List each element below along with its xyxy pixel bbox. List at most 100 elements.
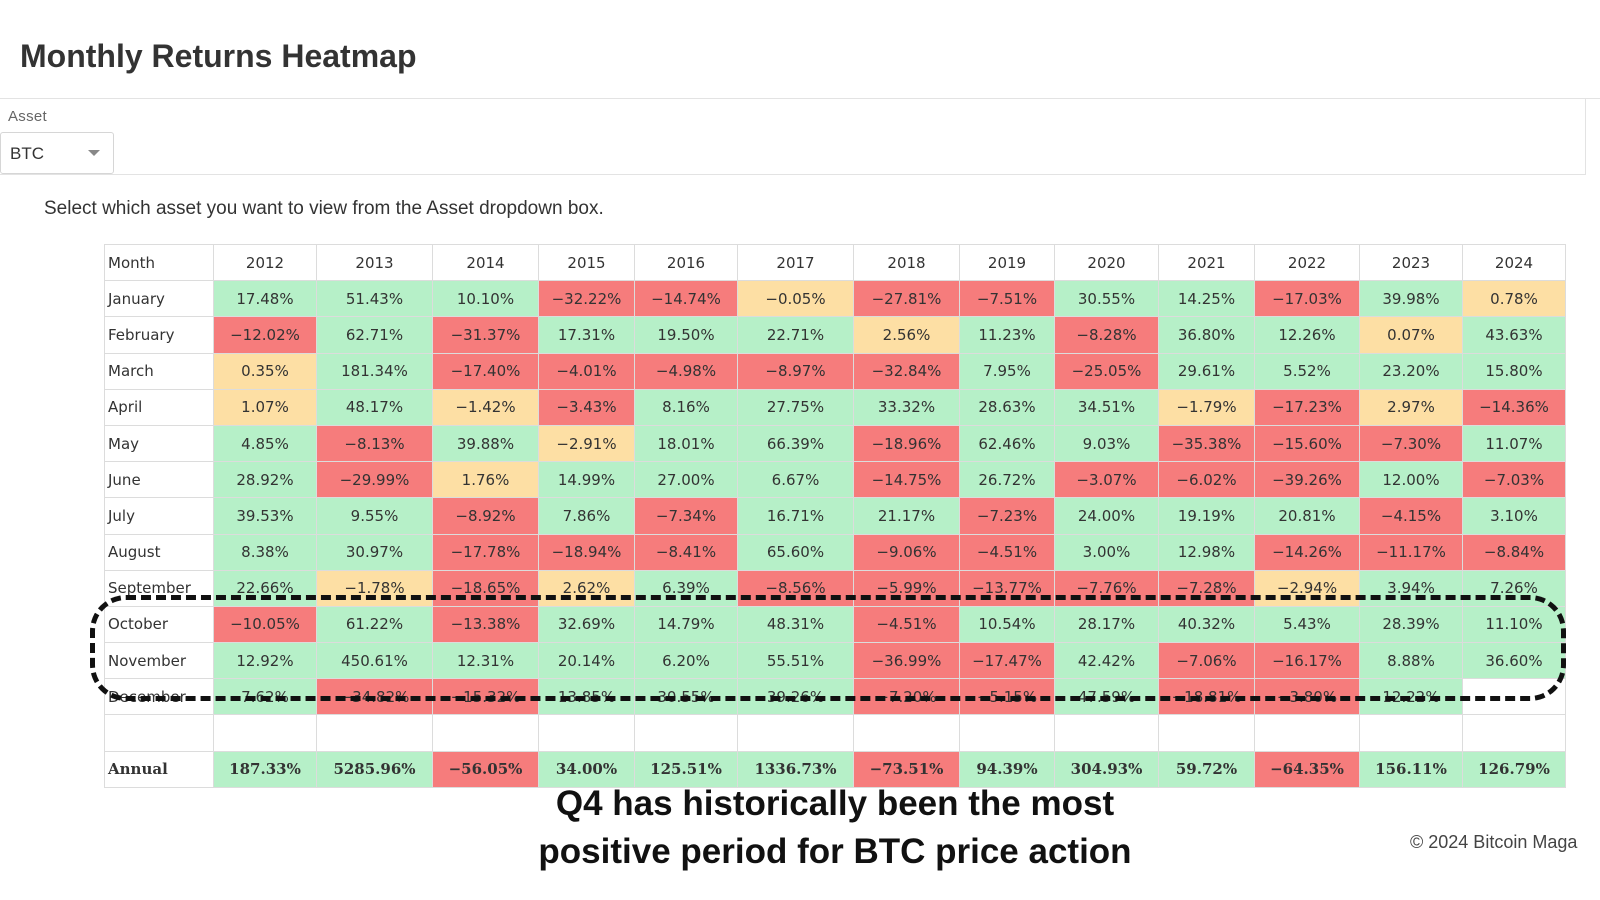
table-row-april: April 1.07% 48.17% −1.42% −3.43% 8.16% 27.75% 3…	[104, 388, 1566, 426]
row-label: Annual	[104, 750, 214, 788]
heatmap-cell: −35.38%	[1158, 424, 1255, 463]
heatmap-cell: −8.92%	[432, 497, 539, 535]
heatmap-cell: 14.25%	[1158, 280, 1255, 318]
heatmap-cell: −7.20%	[853, 678, 960, 716]
empty-cell	[1158, 714, 1255, 752]
table-row-annual: Annual 187.33% 5285.96% −56.05% 34.00% 125.51…	[104, 750, 1566, 788]
table-row-july: July 39.53% 9.55% −8.92% 7.86% −7.34% 16.71% 21…	[104, 497, 1566, 535]
empty-cell	[1359, 714, 1463, 752]
heatmap-cell: 1336.73%	[737, 750, 854, 788]
heatmap-cell: 21.17%	[853, 497, 960, 535]
chevron-down-icon[interactable]	[88, 150, 100, 156]
heatmap-cell: 61.22%	[316, 605, 433, 644]
heatmap-cell: −17.23%	[1254, 388, 1360, 426]
heatmap-cell: −34.82%	[316, 678, 433, 716]
heatmap-cell: 19.50%	[634, 316, 738, 354]
heatmap-cell: −32.22%	[538, 280, 635, 318]
heatmap-cell: −18.96%	[853, 424, 960, 463]
heatmap-cell: 51.43%	[316, 280, 433, 318]
row-label: June	[104, 461, 214, 499]
heatmap-cell: 8.38%	[213, 533, 317, 571]
table-row-march: March 0.35% 181.34% −17.40% −4.01% −4.98% −8.9…	[104, 352, 1566, 390]
instructions-text: Select which asset you want to view from…	[44, 198, 604, 219]
heatmap-cell: 42.42%	[1054, 642, 1159, 680]
heatmap-cell: 3.94%	[1359, 569, 1463, 607]
heatmap-cell: 39.88%	[432, 424, 539, 463]
table-row-june: June 28.92% −29.99% 1.76% 14.99% 27.00% 6.67% −…	[104, 461, 1566, 499]
heatmap-cell: −32.84%	[853, 352, 960, 390]
heatmap-cell: 5.43%	[1254, 605, 1360, 644]
table-row-october: October −10.05% 61.22% −13.38% 32.69% 14.79% 4…	[104, 605, 1566, 644]
heatmap-cell: 28.39%	[1359, 605, 1463, 644]
heatmap-cell: −8.41%	[634, 533, 738, 571]
heatmap-cell: 156.11%	[1359, 750, 1463, 788]
heatmap-cell: −11.17%	[1359, 533, 1463, 571]
heatmap-cell: −0.05%	[737, 280, 854, 318]
heatmap-cell: −8.56%	[737, 569, 854, 607]
heatmap-cell: −7.23%	[959, 497, 1055, 535]
heatmap-cell: 2.97%	[1359, 388, 1463, 426]
heatmap-cell: −14.74%	[634, 280, 738, 318]
heatmap-cell: 36.80%	[1158, 316, 1255, 354]
heatmap-cell: −16.17%	[1254, 642, 1360, 680]
column-header-2016: 2016	[634, 243, 738, 282]
table-row-november: November 12.92% 450.61% 12.31% 20.14% 6.20% 55…	[104, 642, 1566, 680]
heatmap-cell: −15.60%	[1254, 424, 1360, 463]
heatmap-cell: −10.05%	[213, 605, 317, 644]
column-header-2024: 2024	[1462, 243, 1566, 282]
heatmap-cell: −18.65%	[432, 569, 539, 607]
heatmap-cell: 65.60%	[737, 533, 854, 571]
column-header-2013: 2013	[316, 243, 433, 282]
row-label: December	[104, 678, 214, 716]
heatmap-cell: −36.99%	[853, 642, 960, 680]
asset-dropdown[interactable]: BTC	[0, 132, 114, 174]
heatmap-cell: 9.55%	[316, 497, 433, 535]
heatmap-cell: −31.37%	[432, 316, 539, 354]
heatmap-cell: 6.67%	[737, 461, 854, 499]
row-label: March	[104, 352, 214, 390]
heatmap-cell: 10.10%	[432, 280, 539, 318]
heatmap-cell: 4.85%	[213, 424, 317, 463]
heatmap-cell: −2.91%	[538, 424, 635, 463]
heatmap-cell: −3.07%	[1054, 461, 1159, 499]
empty-cell	[432, 714, 539, 752]
heatmap-cell: 47.59%	[1054, 678, 1159, 716]
heatmap-cell: −8.84%	[1462, 533, 1566, 571]
heatmap-cell: −15.32%	[432, 678, 539, 716]
empty-cell	[316, 714, 433, 752]
heatmap-cell	[1462, 678, 1566, 716]
heatmap-cell: −5.99%	[853, 569, 960, 607]
heatmap-cell: 181.34%	[316, 352, 433, 390]
heatmap-cell: 43.63%	[1462, 316, 1566, 354]
heatmap-cell: 18.01%	[634, 424, 738, 463]
heatmap-cell: −7.03%	[1462, 461, 1566, 499]
heatmap-cell: −27.81%	[853, 280, 960, 318]
heatmap-cell: −2.94%	[1254, 569, 1360, 607]
heatmap-cell: 62.71%	[316, 316, 433, 354]
column-header-2020: 2020	[1054, 243, 1159, 282]
heatmap-cell: 0.78%	[1462, 280, 1566, 318]
heatmap-cell: −6.02%	[1158, 461, 1255, 499]
heatmap-cell: −4.98%	[634, 352, 738, 390]
column-header-2014: 2014	[432, 243, 539, 282]
heatmap-cell: −29.99%	[316, 461, 433, 499]
heatmap-cell: −8.13%	[316, 424, 433, 463]
table-row-may: May 4.85% −8.13% 39.88% −2.91% 18.01% 66.39% −1…	[104, 424, 1566, 463]
asset-label: Asset	[8, 108, 48, 125]
column-header-2023: 2023	[1359, 243, 1463, 282]
heatmap-cell: 0.07%	[1359, 316, 1463, 354]
heatmap-cell: 8.16%	[634, 388, 738, 426]
column-header-2017: 2017	[737, 243, 854, 282]
heatmap-cell: −7.76%	[1054, 569, 1159, 607]
row-label: July	[104, 497, 214, 535]
heatmap-cell: 2.62%	[538, 569, 635, 607]
heatmap-cell: −4.15%	[1359, 497, 1463, 535]
empty-cell	[1462, 714, 1566, 752]
heatmap-cell: −39.26%	[1254, 461, 1360, 499]
table-row-january: January 17.48% 51.43% 10.10% −32.22% −14.74% −…	[104, 280, 1566, 318]
heatmap-cell: −7.28%	[1158, 569, 1255, 607]
heatmap-cell: 6.39%	[634, 569, 738, 607]
heatmap-cell: 28.17%	[1054, 605, 1159, 644]
column-header-2021: 2021	[1158, 243, 1255, 282]
copyright: © 2024 Bitcoin Maga	[1410, 832, 1578, 852]
